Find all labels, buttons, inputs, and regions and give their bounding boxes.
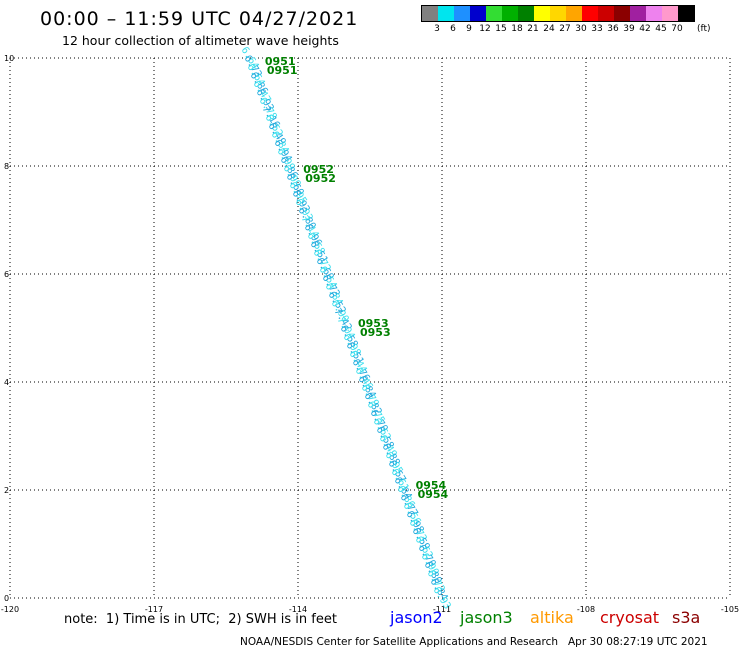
satellite-label-s3a: s3a (672, 608, 701, 627)
time-label: 0953 (360, 326, 391, 339)
lat-tick-label: 2 (4, 486, 9, 495)
lon-tick-label: -108 (577, 605, 595, 614)
lat-tick-label: 10 (4, 54, 14, 63)
legend-swatch (646, 6, 662, 21)
satellite-label-jason2: jason2 (390, 608, 443, 627)
legend-label: 6 (450, 24, 456, 34)
legend-label: 30 (575, 24, 587, 34)
legend-label: 21 (527, 24, 539, 34)
lat-lon-grid (9, 57, 731, 599)
time-label: 0952 (303, 163, 334, 176)
legend-color-bar (421, 5, 695, 22)
lat-tick-label: 8 (4, 162, 9, 171)
legend-label: 70 (671, 24, 683, 34)
lon-tick-label: -117 (145, 605, 163, 614)
legend-label: 36 (607, 24, 619, 34)
time-label: 0953 (358, 317, 389, 330)
legend-label: 18 (511, 24, 523, 34)
legend-swatch (582, 6, 598, 21)
map-title: 00:00 – 11:59 UTC 04/27/2021 (40, 8, 359, 30)
legend-swatch (662, 6, 678, 21)
legend-label: 33 (591, 24, 603, 34)
lat-tick-label: 0 (4, 594, 9, 603)
legend-label: 3 (434, 24, 440, 34)
legend-swatch (502, 6, 518, 21)
legend-swatch (566, 6, 582, 21)
color-legend: 3 6 9 12 15 18 21 24 27 30 33 36 39 42 45 70 (ft) (421, 5, 711, 38)
legend-swatch (486, 6, 502, 21)
legend-swatch (614, 6, 630, 21)
time-label: 0954 (418, 488, 449, 501)
lat-tick-label: 4 (4, 378, 9, 387)
legend-label: 42 (639, 24, 651, 34)
time-label: 0952 (305, 172, 336, 185)
note-text: note: 1) Time is in UTC; 2) SWH is in fe… (64, 612, 337, 627)
satellite-label-jason3: jason3 (460, 608, 513, 627)
legend-label: 15 (495, 24, 507, 34)
legend-label: 45 (655, 24, 667, 34)
legend-swatch (550, 6, 566, 21)
time-label: 0951 (265, 55, 296, 68)
lon-tick-label: -120 (1, 605, 19, 614)
legend-swatch (598, 6, 614, 21)
jason2-track: 6.646.736.646.866.476.936.787.166.526.49… (239, 45, 453, 611)
axis-tick-labels: -120 -117 -114 -111 -108 -105 0 2 4 6 8 10 (1, 54, 739, 614)
map-subtitle: 12 hour collection of altimeter wave hei… (62, 33, 339, 48)
satellite-label-cryosat: cryosat (600, 608, 660, 627)
lon-tick-label: -105 (721, 605, 739, 614)
lon-tick-label: -114 (289, 605, 307, 614)
legend-swatch (630, 6, 646, 21)
legend-label: 24 (543, 24, 555, 34)
legend-label: 39 (623, 24, 635, 34)
legend-swatch (454, 6, 470, 21)
time-label: 0951 (267, 64, 298, 77)
created-timestamp: Apr 30 08:27:19 UTC 2021 (568, 636, 708, 648)
legend-swatch (678, 6, 694, 21)
legend-label: 27 (559, 24, 571, 34)
lat-tick-label: 6 (4, 270, 9, 279)
credit-text: NOAA/NESDIS Center for Satellite Applica… (240, 636, 558, 648)
legend-unit: (ft) (697, 24, 711, 34)
satellite-label-altika: altika (530, 608, 574, 627)
legend-swatch (422, 6, 438, 21)
legend-swatch (438, 6, 454, 21)
legend-label: 12 (479, 24, 491, 34)
legend-swatch (518, 6, 534, 21)
legend-labels: 3 6 9 12 15 18 21 24 27 30 33 36 39 42 45 70 (ft) (421, 24, 710, 38)
legend-swatch (470, 6, 486, 21)
legend-swatch (534, 6, 550, 21)
legend-label: 9 (466, 24, 472, 34)
time-label: 0954 (416, 479, 447, 492)
lon-tick-label: -111 (433, 605, 451, 614)
